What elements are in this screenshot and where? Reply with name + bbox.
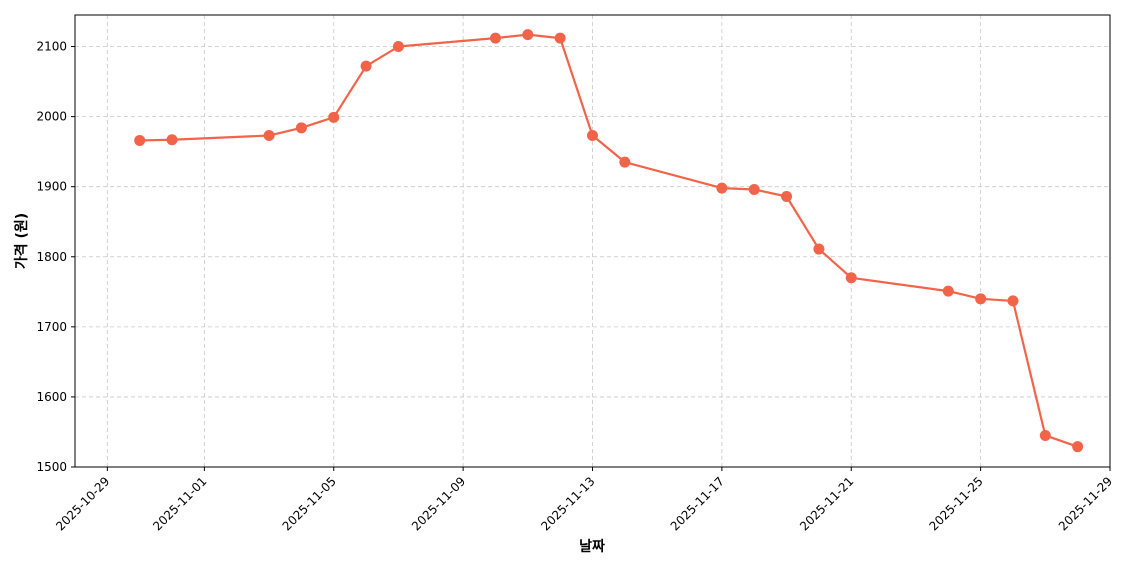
price-point: [813, 243, 825, 255]
price-point: [1007, 295, 1019, 307]
price-point: [166, 134, 178, 146]
y-tick-label: 1500: [36, 460, 67, 474]
x-tick-label: 2025-11-29: [1056, 474, 1115, 533]
x-axis: 2025-10-29 2025-11-01 2025-11-05 2025-11-09…: [53, 467, 1115, 533]
price-point: [360, 60, 372, 72]
price-series-line: [139, 33, 1079, 448]
price-point: [716, 182, 728, 194]
x-tick-label: 2025-11-05: [280, 474, 339, 533]
y-tick-label: 1900: [36, 180, 67, 194]
price-point: [781, 191, 793, 203]
price-point: [489, 32, 501, 44]
y-axis: 1500 1600 1700 1800 1900 2000 2100: [36, 40, 75, 474]
y-tick-label: 1700: [36, 320, 67, 334]
price-point: [587, 130, 598, 142]
y-tick-label: 1800: [36, 250, 67, 264]
price-point: [134, 134, 146, 146]
x-tick-label: 2025-11-13: [538, 474, 597, 533]
x-tick-label: 2025-11-01: [150, 474, 209, 533]
price-point: [522, 29, 534, 41]
y-tick-label: 1600: [36, 390, 67, 404]
price-point: [295, 122, 307, 134]
x-tick-label: 2025-10-29: [53, 474, 112, 533]
price-point: [263, 130, 275, 142]
x-axis-title: 날짜: [579, 539, 605, 555]
series-layer: [134, 29, 1084, 453]
price-point: [845, 272, 857, 284]
price-point: [392, 41, 404, 53]
y-tick-label: 2100: [36, 40, 67, 54]
grid-lines: [75, 15, 1111, 468]
y-axis-title: 가격 (원): [13, 213, 30, 269]
x-tick-label: 2025-11-17: [668, 474, 727, 533]
x-tick-label: 2025-11-21: [797, 474, 856, 533]
price-point: [328, 111, 340, 123]
y-tick-label: 2000: [36, 110, 67, 124]
price-point: [619, 156, 631, 168]
price-point: [975, 293, 987, 305]
price-point: [748, 183, 760, 195]
x-tick-label: 2025-11-09: [409, 474, 468, 533]
x-tick-label: 2025-11-25: [927, 474, 986, 533]
price-point: [942, 285, 954, 297]
price-point: [1039, 429, 1051, 441]
price-point: [554, 32, 566, 44]
price-point: [1072, 441, 1084, 453]
